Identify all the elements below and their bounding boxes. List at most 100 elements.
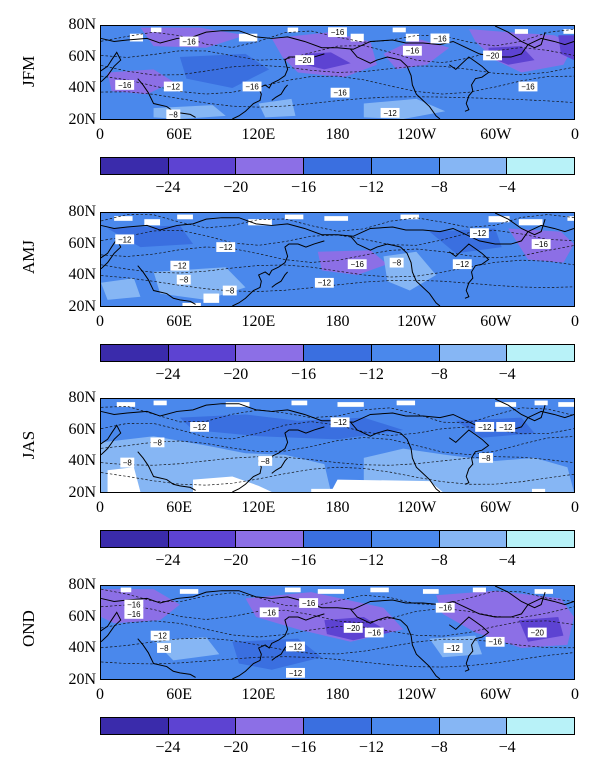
lon-tick-label: 60W — [480, 313, 512, 330]
coastline — [137, 451, 196, 491]
contour-label: −8 — [389, 257, 404, 268]
coastline — [494, 213, 546, 236]
missing-data-cell — [567, 216, 574, 221]
colorbar-swatch — [304, 345, 372, 361]
lon-tick-label: 60W — [480, 126, 512, 143]
colorbar-swatch — [168, 345, 237, 361]
colorbar-swatch — [101, 158, 169, 174]
colorbar-tick-label: −16 — [291, 552, 317, 569]
contour-label: −12 — [163, 81, 183, 91]
season-panel-ond: OND 20N 40N 60N 80N −16 −16 −12 −8 −16 −16 −20 −16 −1… — [0, 577, 600, 779]
contour-label: −16 — [518, 81, 538, 91]
colorbar-tick-label: −20 — [223, 179, 249, 196]
contour-line — [101, 64, 574, 76]
missing-data-cell — [370, 587, 389, 593]
missing-data-cell — [396, 400, 416, 406]
contour-label-text: −16 — [331, 28, 345, 37]
contour-label-text: −16 — [262, 608, 276, 617]
coastline — [448, 56, 490, 112]
missing-data-cell — [284, 587, 301, 593]
contour-label: −12 — [496, 422, 516, 432]
coastline — [232, 613, 325, 679]
map-plot: −12 −8 −8 −12 −8 −12 −12 −8 — [101, 399, 574, 492]
contour-label-text: −8 — [481, 454, 491, 463]
lon-tick-label: 120W — [397, 126, 437, 143]
lon-tick-label: 180 — [325, 686, 350, 703]
anomaly-region — [153, 267, 246, 300]
map-frame: −12 −8 −8 −12 −8 −12 −12 −8 — [100, 398, 575, 493]
colorbar — [100, 344, 575, 362]
lon-tick-label: 0 — [571, 313, 579, 330]
colorbar-swatch — [507, 158, 575, 174]
contour-label-text: −12 — [219, 243, 232, 252]
lat-tick-label: 20N — [68, 671, 96, 688]
lon-tick-label: 60E — [166, 126, 193, 143]
contour-line — [101, 405, 574, 424]
contour-label: −8 — [120, 457, 135, 468]
colorbar-tick-label: −12 — [358, 739, 384, 756]
coastline — [448, 243, 490, 299]
coastline — [448, 616, 490, 672]
contour-label: −12 — [443, 643, 463, 653]
map-plot: −16 −16 −16 −16 −20 −20 −16 −12 −16 −16 −12 −16 −8 — [101, 26, 574, 119]
colorbar-swatch — [101, 345, 169, 361]
contour-label-text: −12 — [193, 423, 206, 432]
colorbar — [100, 157, 575, 175]
colorbar-swatch — [371, 158, 440, 174]
colorbar-tick-label: −4 — [498, 552, 516, 569]
contour-label: −12 — [115, 234, 135, 244]
colorbar-swatch — [439, 158, 508, 174]
lat-tick-label: 60N — [68, 234, 96, 252]
coastline — [101, 424, 122, 456]
contour-label-text: −16 — [433, 34, 447, 43]
coastline — [137, 265, 196, 305]
contour-label-text: −20 — [346, 624, 360, 633]
lon-tick-label: 120E — [241, 499, 276, 516]
contour-label-text: −16 — [488, 638, 502, 647]
contour-label-text: −16 — [368, 628, 382, 637]
missing-data-cell — [144, 219, 161, 226]
colorbar-tick-label: −24 — [155, 179, 181, 196]
contour-label-text: −16 — [333, 89, 347, 98]
contour-line — [101, 259, 574, 278]
lon-tick-label: 60E — [166, 313, 193, 330]
colorbar-tick-label: −12 — [358, 179, 384, 196]
contour-label-text: −16 — [245, 82, 259, 91]
contour-line — [101, 620, 574, 638]
season-label: OND — [19, 610, 38, 647]
contour-label-text: −12 — [153, 632, 166, 641]
contour-label: −16 — [402, 45, 422, 56]
lat-tick-label: 20N — [68, 484, 96, 501]
coastline — [350, 235, 441, 306]
contour-label-text: −12 — [118, 235, 131, 244]
contour-label-text: −16 — [127, 610, 141, 619]
colorbar-swatch — [439, 531, 508, 547]
missing-data-cell — [563, 29, 574, 34]
missing-data-cell — [422, 589, 439, 594]
missing-data-cell — [116, 402, 136, 407]
coastline — [101, 403, 574, 431]
contour-label: −16 — [531, 239, 551, 249]
colorbar-tick-label: −16 — [291, 739, 317, 756]
colorbar-swatch — [236, 718, 305, 734]
missing-data-cell — [284, 214, 304, 220]
colorbar-swatch — [304, 158, 372, 174]
contour-label-text: −16 — [127, 601, 141, 610]
contour-label: −8 — [166, 109, 181, 119]
lon-tick-label: 0 — [96, 313, 104, 330]
contour-label-text: −16 — [302, 599, 316, 608]
season-label: JAS — [19, 430, 38, 460]
lat-tick-label: 80N — [68, 203, 96, 220]
contour-label-text: −16 — [406, 47, 420, 56]
lon-tick-label: 60E — [166, 499, 193, 516]
anomaly-region — [107, 467, 141, 492]
contour-label: −8 — [176, 274, 191, 285]
coastline — [271, 644, 288, 661]
coastline — [350, 608, 441, 679]
contour-label-text: −16 — [534, 240, 548, 249]
colorbar-swatch — [439, 718, 508, 734]
contour-label-text: −16 — [439, 604, 453, 613]
lat-tick-label: 20N — [68, 298, 96, 315]
contour-label-text: −8 — [123, 459, 133, 468]
lat-tick-label: 80N — [68, 16, 96, 33]
